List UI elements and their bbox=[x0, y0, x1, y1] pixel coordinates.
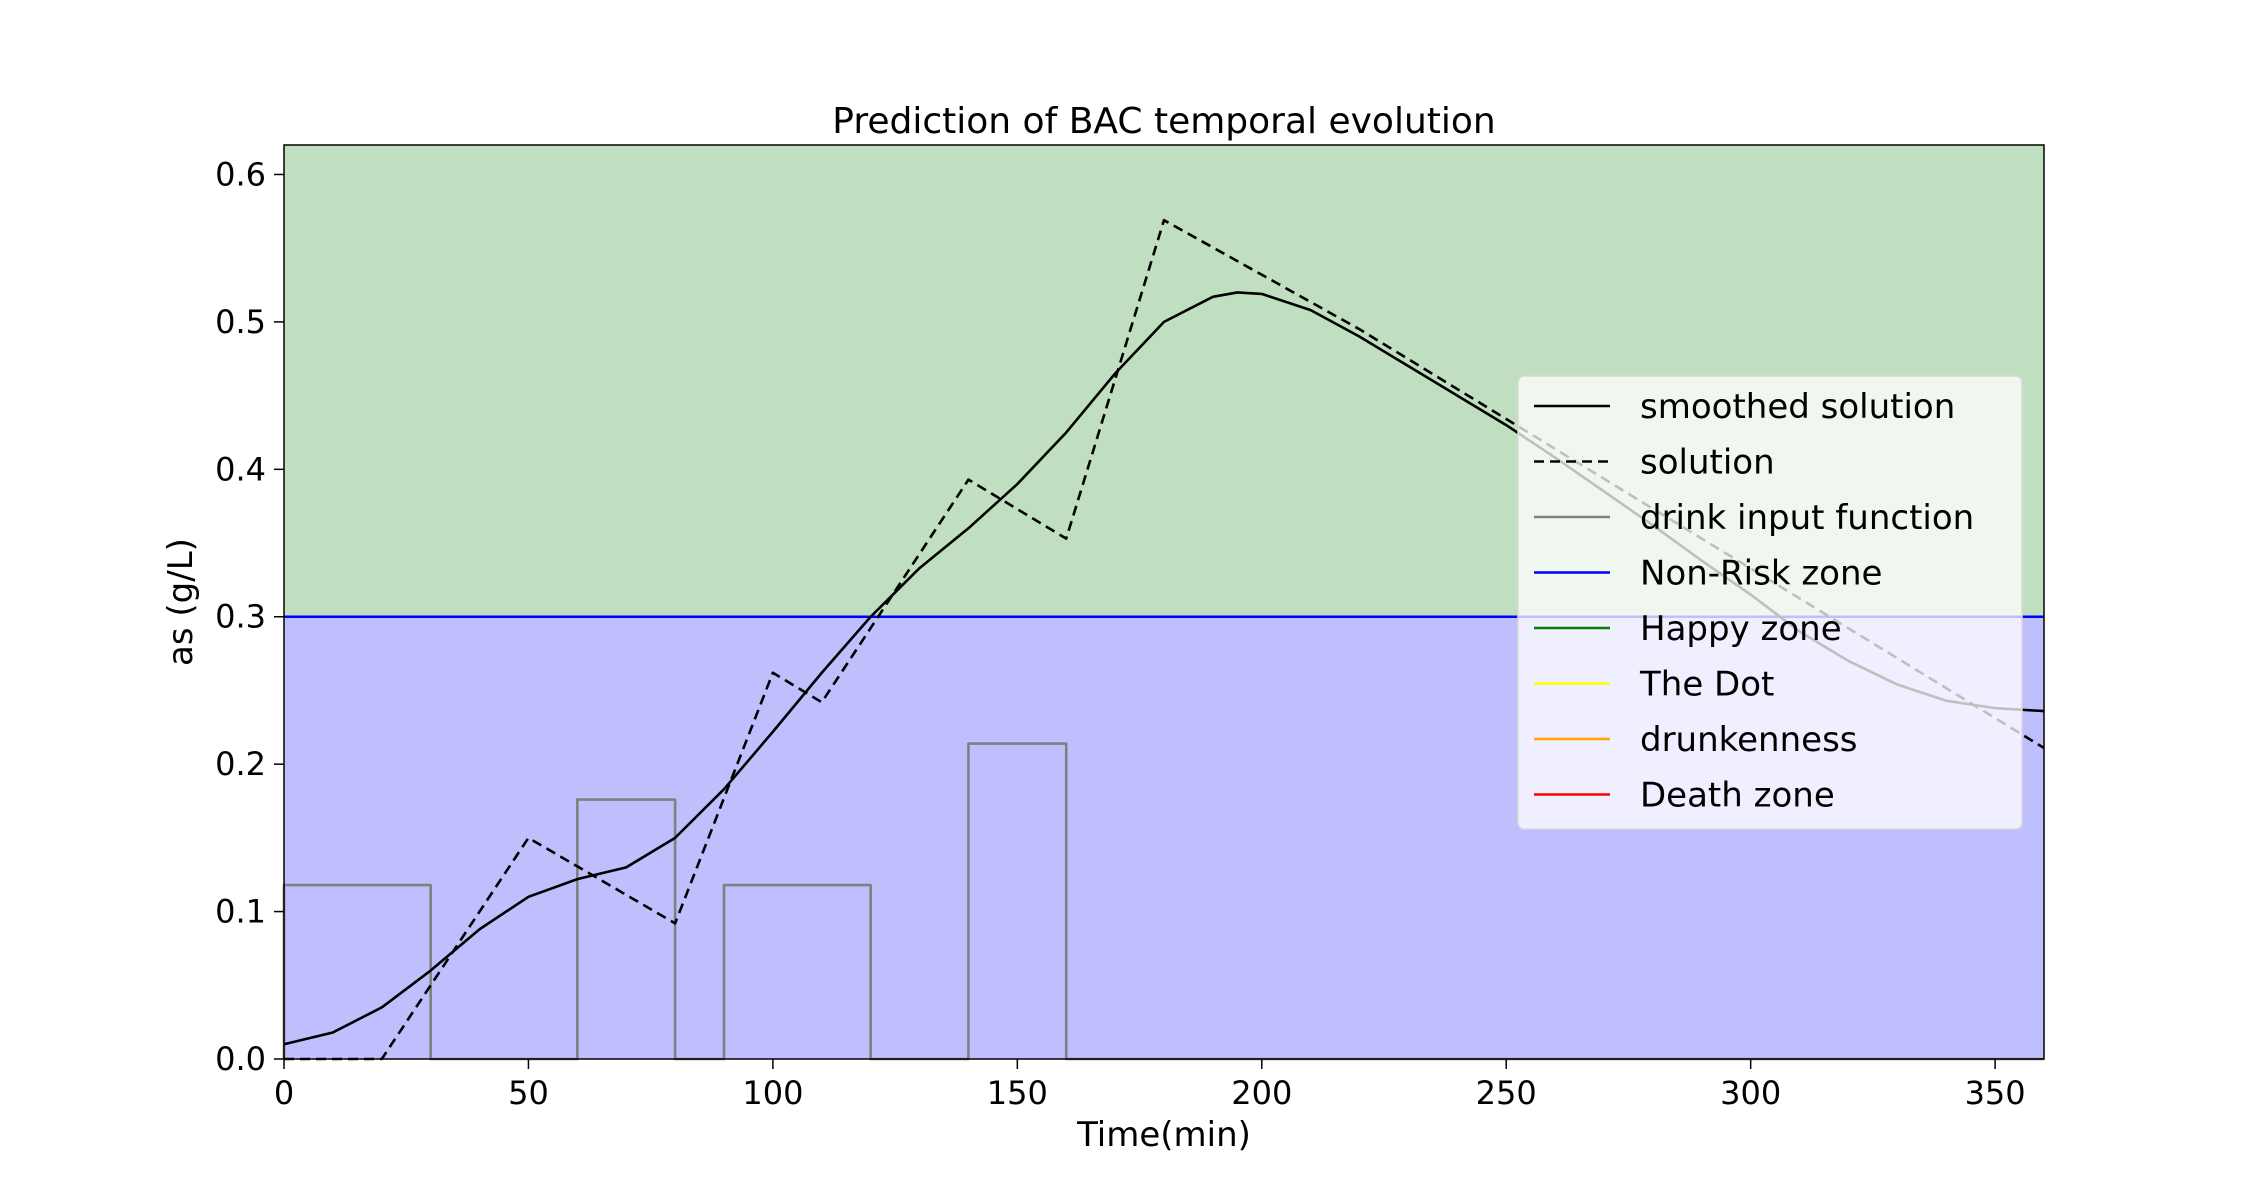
legend-label: drink input function bbox=[1640, 498, 1974, 538]
x-tick-label: 300 bbox=[1720, 1074, 1781, 1112]
y-tick-label: 0.1 bbox=[215, 893, 266, 931]
y-tick-label: 0.6 bbox=[215, 155, 266, 193]
series-solution bbox=[284, 218, 2045, 1061]
plot-frame bbox=[283, 144, 2045, 1060]
y-tick-label: 0.0 bbox=[215, 1040, 266, 1078]
y-axis-label: as (g/L) bbox=[161, 538, 201, 666]
y-tick-label: 0.5 bbox=[215, 303, 266, 341]
legend-label: Non-Risk zone bbox=[1640, 554, 1882, 594]
x-tick-label: 100 bbox=[742, 1074, 803, 1112]
x-tick-label: 50 bbox=[508, 1074, 549, 1112]
x-tick-label: 200 bbox=[1231, 1074, 1292, 1112]
x-axis: 0 50 100 150 200 250 300 350 bbox=[274, 1059, 2026, 1112]
legend-label: drunkenness bbox=[1640, 720, 1858, 760]
x-tick-label: 0 bbox=[274, 1074, 294, 1112]
chart-title: Prediction of BAC temporal evolution bbox=[832, 101, 1495, 142]
x-tick-label: 350 bbox=[1965, 1074, 2026, 1112]
legend-label: Happy zone bbox=[1640, 609, 1842, 649]
legend: smoothed solution solution drink input fun… bbox=[1517, 375, 2023, 830]
x-tick-label: 250 bbox=[1476, 1074, 1537, 1112]
legend-label: The Dot bbox=[1639, 665, 1774, 705]
y-tick-label: 0.4 bbox=[215, 450, 266, 488]
legend-label: Death zone bbox=[1640, 776, 1835, 816]
legend-box bbox=[1517, 375, 2023, 830]
x-tick-label: 150 bbox=[987, 1074, 1048, 1112]
y-tick-label: 0.3 bbox=[215, 598, 266, 636]
y-axis: 0.0 0.1 0.2 0.3 0.4 0.5 0.6 bbox=[215, 155, 284, 1078]
legend-label: solution bbox=[1640, 443, 1775, 483]
legend-label: smoothed solution bbox=[1640, 387, 1955, 427]
x-axis-label: Time(min) bbox=[1076, 1115, 1251, 1155]
y-tick-label: 0.2 bbox=[215, 745, 266, 783]
